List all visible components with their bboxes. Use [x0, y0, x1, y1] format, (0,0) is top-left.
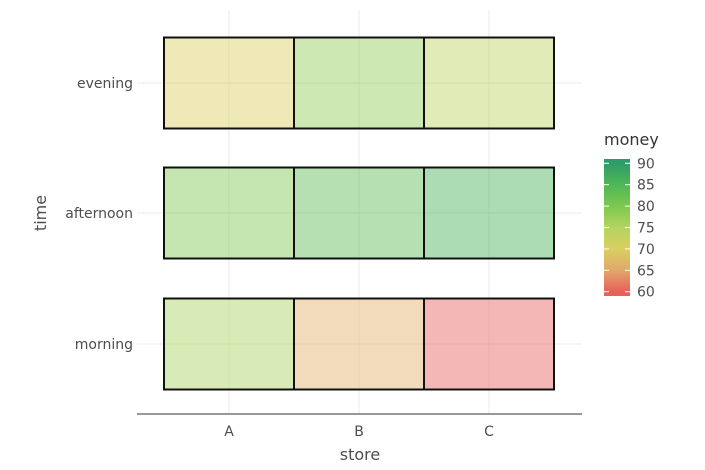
- legend-tick-label: 80: [637, 199, 655, 215]
- heatmap-cell-c-afternoon: [423, 166, 555, 260]
- x-axis-title: store: [340, 445, 380, 464]
- y-tick-label: morning: [75, 337, 133, 353]
- y-axis-ticks: morning afternoon evening: [65, 76, 133, 353]
- heatmap-cell-b-afternoon: [293, 166, 425, 260]
- x-tick-label: B: [354, 424, 364, 440]
- legend-tick-label: 60: [637, 285, 655, 301]
- legend-tick-label: 70: [637, 242, 655, 258]
- heatmap-cell-b-morning: [293, 297, 425, 391]
- heatmap-cell-a-afternoon: [163, 166, 295, 260]
- heatmap-cell-c-morning: [423, 297, 555, 391]
- y-tick-label: evening: [77, 76, 133, 92]
- y-axis-title: time: [31, 195, 50, 231]
- heatmap-cells: [163, 36, 555, 391]
- legend-tick-label: 65: [637, 263, 655, 279]
- legend-tick-label: 75: [637, 221, 655, 237]
- grid-lines: [137, 10, 582, 414]
- legend-tick-label: 90: [637, 156, 655, 172]
- heatmap-cell-a-morning: [163, 297, 295, 391]
- legend-ticks: 90 85 80 75 70 65 60: [604, 156, 655, 301]
- heatmap-cell-b-evening: [293, 36, 425, 130]
- x-axis-ticks: A B C: [224, 424, 494, 440]
- heatmap-cell-c-evening: [423, 36, 555, 130]
- y-tick-label: afternoon: [65, 206, 133, 222]
- legend-title: money: [604, 130, 659, 149]
- legend-tick-label: 85: [637, 178, 655, 194]
- color-legend: money 90 85 80 75 70 65 60: [604, 130, 659, 301]
- x-tick-label: A: [224, 424, 234, 440]
- x-tick-label: C: [484, 424, 494, 440]
- heatmap-cell-a-evening: [163, 36, 295, 130]
